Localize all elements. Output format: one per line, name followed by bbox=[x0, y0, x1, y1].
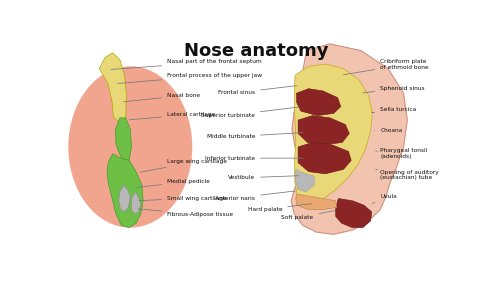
Text: Anterior naris: Anterior naris bbox=[215, 191, 296, 200]
Text: Superior turbinate: Superior turbinate bbox=[201, 107, 299, 118]
Polygon shape bbox=[298, 143, 351, 174]
Text: Vestibule: Vestibule bbox=[228, 175, 298, 180]
Text: Medial pedicle: Medial pedicle bbox=[136, 179, 210, 187]
Text: Nasal part of the frontal septum: Nasal part of the frontal septum bbox=[111, 59, 262, 70]
Polygon shape bbox=[107, 154, 143, 228]
Polygon shape bbox=[116, 118, 132, 160]
Text: Uvula: Uvula bbox=[372, 194, 397, 203]
Polygon shape bbox=[296, 89, 341, 116]
Polygon shape bbox=[336, 198, 372, 228]
Text: Opening of auditory
(eustachian) tube: Opening of auditory (eustachian) tube bbox=[376, 169, 439, 180]
Polygon shape bbox=[295, 169, 314, 192]
Text: Nose anatomy: Nose anatomy bbox=[184, 42, 328, 60]
Ellipse shape bbox=[68, 66, 192, 228]
Text: Frontal sinus: Frontal sinus bbox=[218, 86, 297, 95]
Text: Sphenoid sinus: Sphenoid sinus bbox=[363, 86, 425, 93]
Text: Cribriform plate
of ethmoid bone: Cribriform plate of ethmoid bone bbox=[344, 59, 429, 75]
Text: Inferior turbinate: Inferior turbinate bbox=[205, 156, 303, 161]
Text: Small wing cartilage: Small wing cartilage bbox=[139, 196, 227, 200]
Text: Sella turcica: Sella turcica bbox=[372, 107, 416, 113]
Text: Hard palate: Hard palate bbox=[248, 204, 312, 212]
Polygon shape bbox=[296, 194, 337, 210]
Polygon shape bbox=[298, 116, 349, 145]
Text: Pharygeal tonsil
(adenoids): Pharygeal tonsil (adenoids) bbox=[376, 148, 428, 159]
Polygon shape bbox=[118, 185, 130, 212]
Polygon shape bbox=[294, 64, 372, 203]
Text: Lateral cartilage: Lateral cartilage bbox=[129, 112, 216, 120]
Text: Frontal process of the upper jaw: Frontal process of the upper jaw bbox=[118, 73, 262, 84]
Polygon shape bbox=[132, 192, 141, 214]
Text: Choana: Choana bbox=[374, 128, 402, 133]
Text: Fibrous-Adipose tissue: Fibrous-Adipose tissue bbox=[138, 209, 233, 217]
Text: Middle turbinate: Middle turbinate bbox=[206, 133, 303, 139]
Text: Soft palate: Soft palate bbox=[282, 211, 335, 220]
Text: Nasal bone: Nasal bone bbox=[124, 93, 200, 102]
Polygon shape bbox=[291, 44, 408, 234]
Polygon shape bbox=[100, 53, 126, 122]
Text: Large wing cartilage: Large wing cartilage bbox=[140, 159, 227, 172]
